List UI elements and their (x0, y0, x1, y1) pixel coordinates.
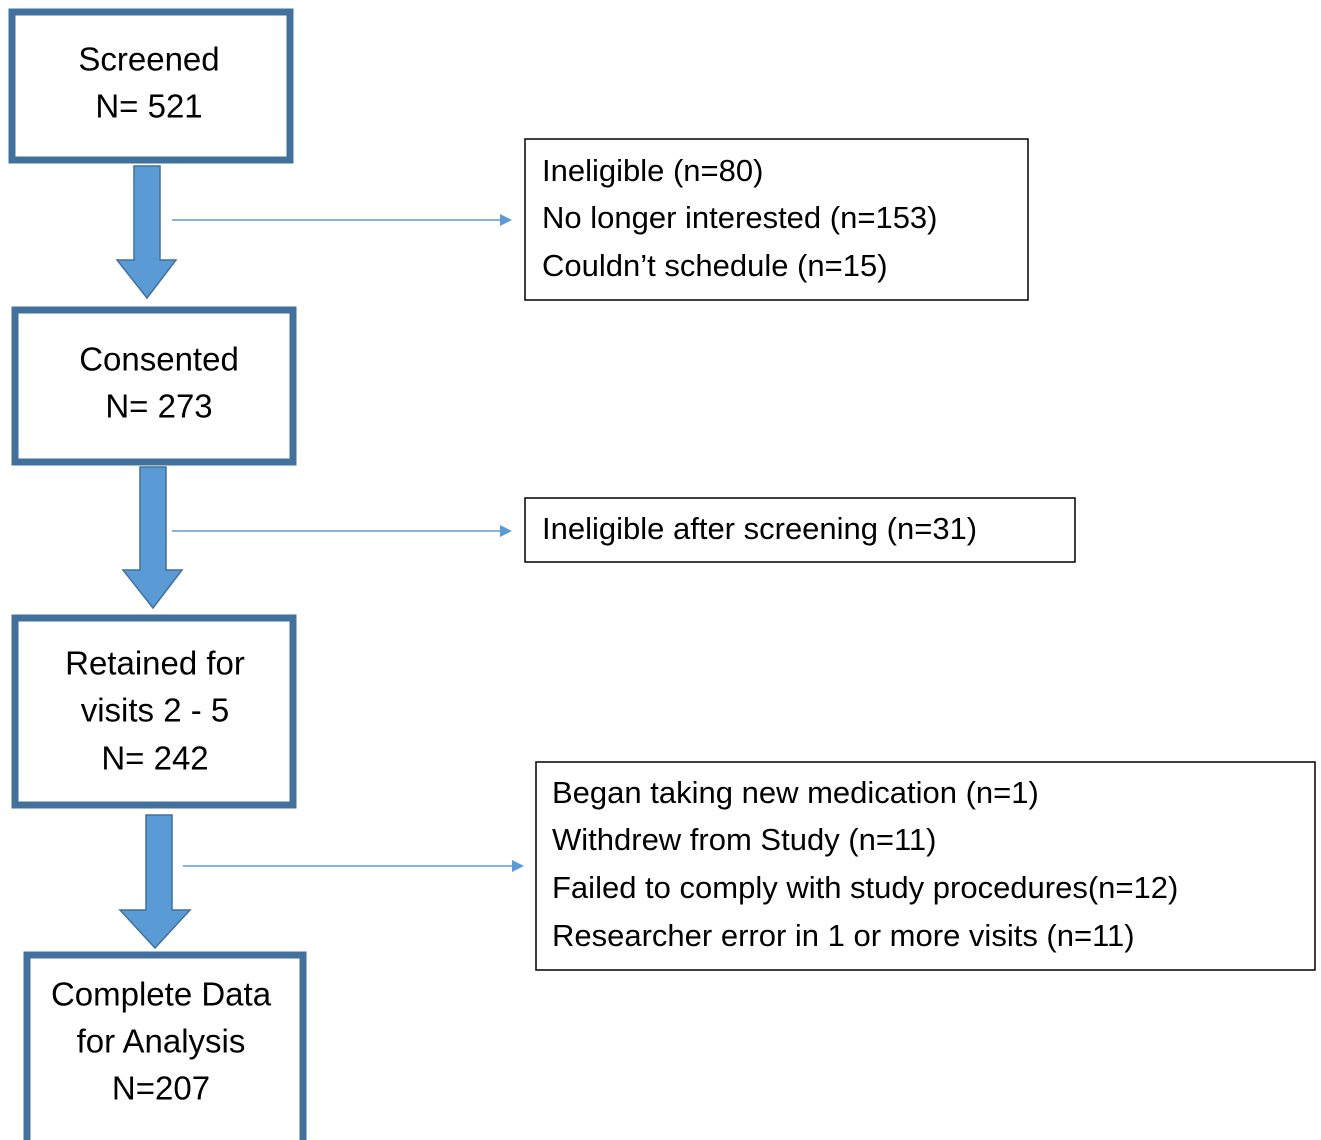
node-text: Consented (79, 341, 239, 378)
side-arrow-head (512, 860, 524, 872)
node-text: for Analysis (77, 1023, 246, 1060)
exclusion-text: Researcher error in 1 or more visits (n=… (552, 918, 1135, 953)
exclusion-text: Ineligible (n=80) (542, 153, 763, 188)
node-text: visits 2 - 5 (81, 692, 230, 729)
exclusion-box (524, 497, 1076, 563)
node-box (8, 8, 294, 164)
node-text: Retained for (65, 645, 245, 682)
exclusion-text: Failed to comply with study procedures(n… (552, 870, 1178, 905)
node-box (11, 614, 297, 809)
exclusion-text: Began taking new medication (n=1) (552, 775, 1039, 810)
exclusion-text: No longer interested (n=153) (542, 200, 938, 235)
exclusion-text: Couldn’t schedule (n=15) (542, 248, 888, 283)
node-text: Screened (78, 41, 219, 78)
node-text: N= 273 (105, 388, 212, 425)
node-text: Complete Data (51, 976, 272, 1013)
exclusion-text: Ineligible after screening (n=31) (542, 511, 977, 546)
node-text: N=207 (112, 1070, 210, 1107)
side-arrow-head (500, 214, 512, 226)
node-text: N= 242 (101, 740, 208, 777)
down-arrow (118, 814, 192, 950)
node-box (23, 951, 307, 1140)
side-arrow-head (500, 525, 512, 537)
exclusion-box (524, 138, 1029, 301)
down-arrow (115, 165, 178, 300)
node-text: N= 521 (95, 88, 202, 125)
exclusion-text: Withdrew from Study (n=11) (552, 822, 936, 857)
exclusion-box (535, 761, 1316, 971)
down-arrow (121, 466, 184, 610)
node-box (11, 306, 297, 466)
